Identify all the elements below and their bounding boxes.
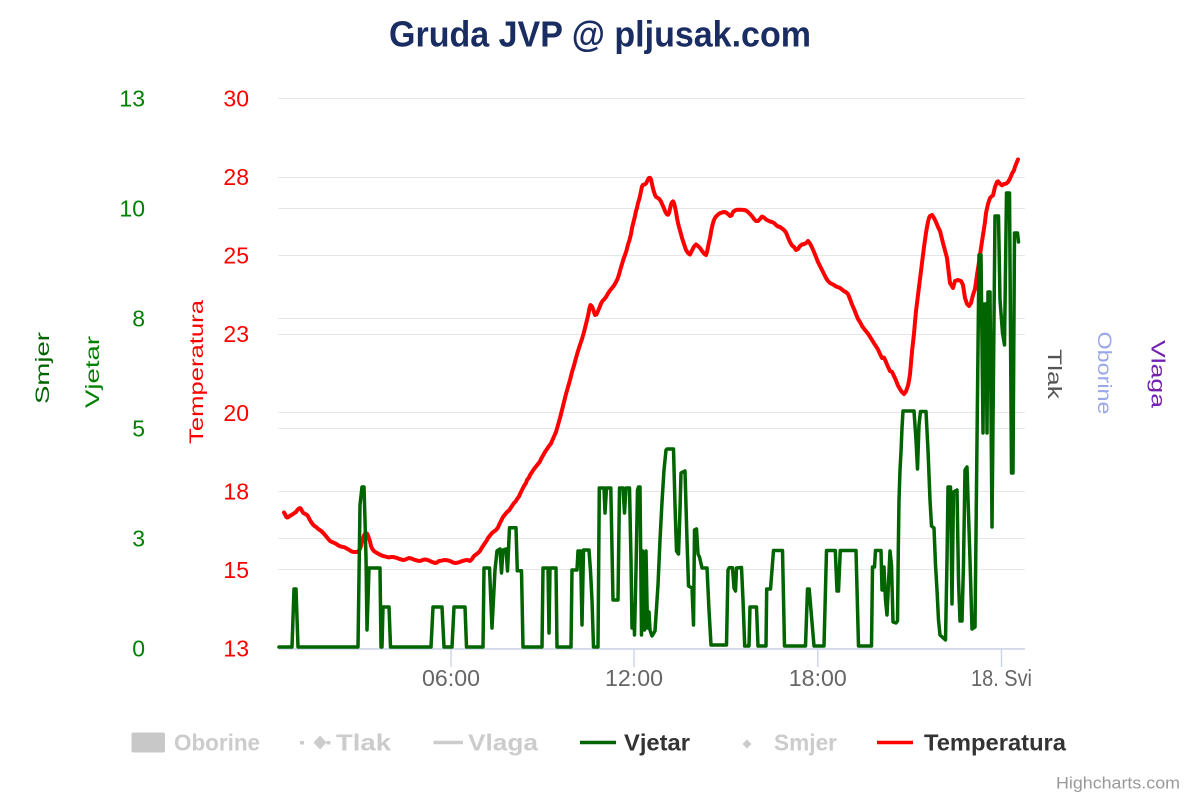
svg-text:Vlaga: Vlaga <box>468 730 538 756</box>
svg-text:12:00: 12:00 <box>605 665 663 691</box>
svg-text:Tlak: Tlak <box>336 730 391 756</box>
svg-text:0: 0 <box>132 636 145 662</box>
svg-text:13: 13 <box>223 636 249 662</box>
svg-text:06:00: 06:00 <box>422 665 480 691</box>
svg-text:Vjetar: Vjetar <box>83 335 104 408</box>
svg-text:Temperatura: Temperatura <box>924 730 1066 756</box>
svg-text:8: 8 <box>132 306 145 332</box>
svg-text:Oborine: Oborine <box>174 730 260 756</box>
svg-text:18: 18 <box>223 478 249 504</box>
svg-text:23: 23 <box>223 321 249 347</box>
svg-text:Gruda JVP @ pljusak.com: Gruda JVP @ pljusak.com <box>389 14 811 55</box>
svg-text:30: 30 <box>223 86 249 112</box>
svg-text:Smjer: Smjer <box>33 331 54 404</box>
svg-text:28: 28 <box>223 164 249 190</box>
svg-text:15: 15 <box>223 557 249 583</box>
svg-text:Oborine: Oborine <box>1093 332 1114 415</box>
svg-text:Tlak: Tlak <box>1043 349 1064 400</box>
svg-text:Smjer: Smjer <box>774 730 837 756</box>
svg-text:20: 20 <box>223 400 249 426</box>
svg-text:18. Svi: 18. Svi <box>971 665 1032 691</box>
svg-text:13: 13 <box>119 86 145 112</box>
svg-text:5: 5 <box>132 416 145 442</box>
svg-text:Vjetar: Vjetar <box>624 730 690 756</box>
svg-text:3: 3 <box>132 526 145 552</box>
svg-text:10: 10 <box>119 196 145 222</box>
svg-text:Vlaga: Vlaga <box>1147 340 1168 409</box>
svg-text:Highcharts.com: Highcharts.com <box>1056 774 1180 793</box>
svg-text:Temperatura: Temperatura <box>187 299 208 444</box>
svg-text:18:00: 18:00 <box>789 665 847 691</box>
svg-text:25: 25 <box>223 243 249 269</box>
